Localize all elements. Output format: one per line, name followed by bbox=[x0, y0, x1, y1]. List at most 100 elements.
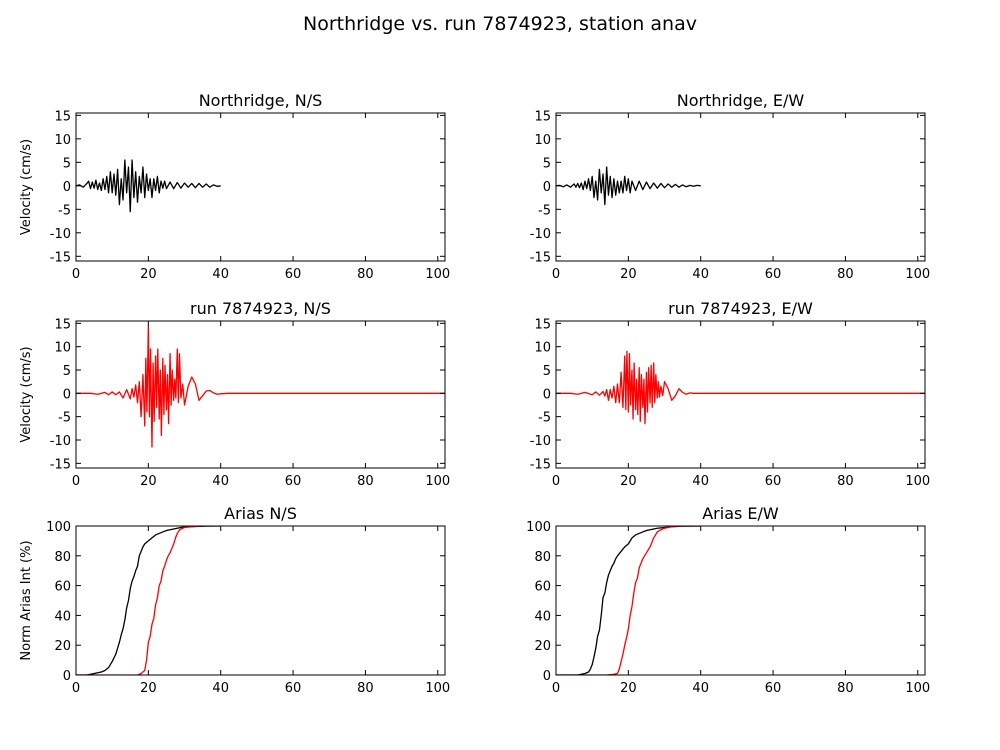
y-tick-label: 0 bbox=[63, 180, 71, 195]
x-tick-label: 0 bbox=[552, 267, 560, 282]
x-tick-label: 40 bbox=[692, 681, 709, 696]
axes-frame bbox=[555, 525, 926, 676]
axes-frame bbox=[75, 112, 446, 262]
y-tick-label: 15 bbox=[54, 317, 71, 332]
y-tick-label: 60 bbox=[54, 580, 71, 595]
x-tick-label: 20 bbox=[620, 267, 637, 282]
subplot-title: Arias E/W bbox=[702, 504, 779, 523]
y-tick-label: 10 bbox=[534, 133, 551, 148]
x-tick-label: 80 bbox=[837, 474, 854, 489]
x-tick-label: 20 bbox=[140, 474, 157, 489]
series-line-p2-0 bbox=[556, 166, 701, 206]
x-tick-label: 100 bbox=[425, 267, 450, 282]
x-tick-label: 80 bbox=[837, 267, 854, 282]
subplot-title: run 7874923, E/W bbox=[668, 299, 813, 318]
axes-frame bbox=[75, 525, 446, 676]
subplot-title: Arias N/S bbox=[224, 504, 297, 523]
x-tick-label: 40 bbox=[692, 267, 709, 282]
y-tick-label: 20 bbox=[534, 639, 551, 654]
figure-title: Northridge vs. run 7874923, station anav bbox=[303, 13, 697, 35]
y-tick-label: 0 bbox=[543, 387, 551, 402]
x-tick-label: 60 bbox=[285, 681, 302, 696]
subplot-p1: 0 20 40 60 80 100 15 10 5 0 -5 -10 -15 Northridge, N/… bbox=[19, 91, 450, 282]
y-tick-label: -10 bbox=[50, 434, 71, 449]
y-tick-label: 5 bbox=[63, 156, 71, 171]
y-tick-label: 80 bbox=[54, 550, 71, 565]
subplot-title: Northridge, N/S bbox=[199, 91, 323, 110]
x-tick-label: 100 bbox=[905, 681, 930, 696]
y-tick-label: 5 bbox=[63, 364, 71, 379]
series-line-p4-0 bbox=[556, 350, 925, 425]
y-axis-label: Velocity (cm/s) bbox=[19, 346, 34, 442]
x-tick-label: 80 bbox=[357, 474, 374, 489]
y-tick-label: -5 bbox=[58, 411, 71, 426]
x-tick-label: 20 bbox=[140, 681, 157, 696]
y-tick-label: -15 bbox=[530, 457, 551, 472]
axes-frame bbox=[75, 320, 446, 469]
series-line-p3-0 bbox=[76, 325, 445, 448]
y-tick-label: -10 bbox=[50, 227, 71, 242]
y-tick-label: 40 bbox=[54, 609, 71, 624]
subplot-title: run 7874923, N/S bbox=[190, 299, 331, 318]
y-tick-label: 15 bbox=[534, 109, 551, 124]
x-tick-label: 100 bbox=[905, 267, 930, 282]
series-line-p1-0 bbox=[76, 159, 221, 213]
subplot-p5: 0 20 40 60 80 100 100 80 60 40 20 0 Arias N/S Norm Ar… bbox=[19, 504, 450, 696]
x-tick-label: 20 bbox=[620, 474, 637, 489]
y-tick-label: -5 bbox=[58, 203, 71, 218]
series-line-p6-0 bbox=[556, 526, 701, 675]
y-tick-label: 5 bbox=[543, 156, 551, 171]
y-tick-label: 80 bbox=[534, 550, 551, 565]
x-tick-label: 100 bbox=[905, 474, 930, 489]
x-tick-label: 40 bbox=[212, 681, 229, 696]
y-tick-label: -15 bbox=[50, 250, 71, 265]
subplot-p6: 0 20 40 60 80 100 100 80 60 40 20 0 Arias E/W bbox=[526, 504, 930, 696]
y-tick-label: 0 bbox=[63, 387, 71, 402]
x-tick-label: 0 bbox=[72, 681, 80, 696]
y-tick-label: 10 bbox=[534, 341, 551, 356]
x-tick-label: 40 bbox=[692, 474, 709, 489]
y-tick-label: 60 bbox=[534, 580, 551, 595]
y-tick-label: 20 bbox=[54, 639, 71, 654]
x-tick-label: 20 bbox=[140, 267, 157, 282]
y-tick-label: 15 bbox=[534, 317, 551, 332]
axes-frame bbox=[555, 112, 926, 262]
y-tick-label: 0 bbox=[543, 669, 551, 684]
y-tick-label: -10 bbox=[530, 227, 551, 242]
y-tick-label: 0 bbox=[63, 669, 71, 684]
series-line-p5-1 bbox=[76, 526, 221, 675]
y-tick-label: -10 bbox=[530, 434, 551, 449]
subplot-title: Northridge, E/W bbox=[677, 91, 805, 110]
x-tick-label: 80 bbox=[357, 267, 374, 282]
x-tick-label: 20 bbox=[620, 681, 637, 696]
x-tick-label: 60 bbox=[285, 474, 302, 489]
axes-frame bbox=[555, 320, 926, 469]
x-tick-label: 40 bbox=[212, 267, 229, 282]
x-tick-label: 60 bbox=[765, 681, 782, 696]
x-tick-label: 60 bbox=[765, 267, 782, 282]
y-tick-label: 100 bbox=[526, 520, 551, 535]
y-tick-label: 40 bbox=[534, 609, 551, 624]
y-tick-label: 10 bbox=[54, 133, 71, 148]
x-tick-label: 80 bbox=[357, 681, 374, 696]
x-tick-label: 80 bbox=[837, 681, 854, 696]
x-tick-label: 60 bbox=[285, 267, 302, 282]
y-tick-label: 100 bbox=[46, 520, 71, 535]
x-tick-label: 100 bbox=[425, 681, 450, 696]
x-tick-label: 40 bbox=[212, 474, 229, 489]
series-line-p5-0 bbox=[76, 526, 221, 675]
y-tick-label: 0 bbox=[543, 180, 551, 195]
y-axis-label: Norm Arias Int (%) bbox=[19, 540, 34, 660]
x-tick-label: 0 bbox=[72, 267, 80, 282]
y-tick-label: -5 bbox=[538, 411, 551, 426]
x-tick-label: 0 bbox=[552, 681, 560, 696]
y-tick-label: -15 bbox=[530, 250, 551, 265]
subplot-p3: 0 20 40 60 80 100 15 10 5 0 -5 -10 -15 run 7874923, N… bbox=[19, 299, 450, 489]
y-tick-label: -15 bbox=[50, 457, 71, 472]
y-tick-label: 10 bbox=[54, 341, 71, 356]
x-tick-label: 0 bbox=[552, 474, 560, 489]
series-line-p6-1 bbox=[556, 526, 701, 675]
y-tick-label: -5 bbox=[538, 203, 551, 218]
